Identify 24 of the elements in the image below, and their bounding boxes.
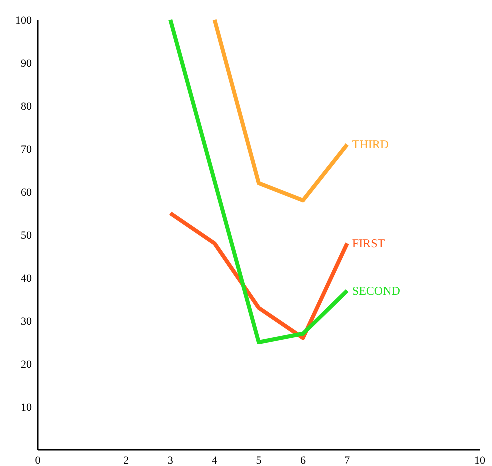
x-tick-label: 6 — [300, 455, 306, 466]
y-tick-label: 20 — [21, 359, 32, 371]
x-tick-label: 2 — [124, 455, 130, 466]
series-label: SECOND — [352, 284, 401, 298]
x-tick-label: 10 — [474, 455, 486, 466]
x-tick-label: 4 — [212, 455, 218, 466]
y-tick-label: 50 — [21, 230, 32, 242]
series-label: FIRST — [352, 236, 386, 251]
series-label: THIRD — [352, 138, 390, 152]
x-tick-label: 5 — [256, 455, 262, 466]
y-tick-label: 10 — [21, 402, 32, 414]
y-tick-label: 40 — [21, 273, 32, 285]
y-tick-label: 90 — [21, 58, 32, 70]
line-series — [212, 18, 350, 203]
y-tick-label: 70 — [21, 144, 32, 156]
x-tick-label: 7 — [344, 455, 351, 466]
y-tick-label: 30 — [21, 316, 32, 328]
y-tick-label: 80 — [21, 101, 32, 113]
x-tick-label: 3 — [168, 455, 174, 466]
y-tick-label: 100 — [16, 15, 32, 27]
line-series — [168, 18, 350, 344]
y-tick-label: 60 — [21, 187, 32, 199]
line-series — [168, 212, 350, 340]
x-tick-label: 0 — [35, 455, 42, 466]
